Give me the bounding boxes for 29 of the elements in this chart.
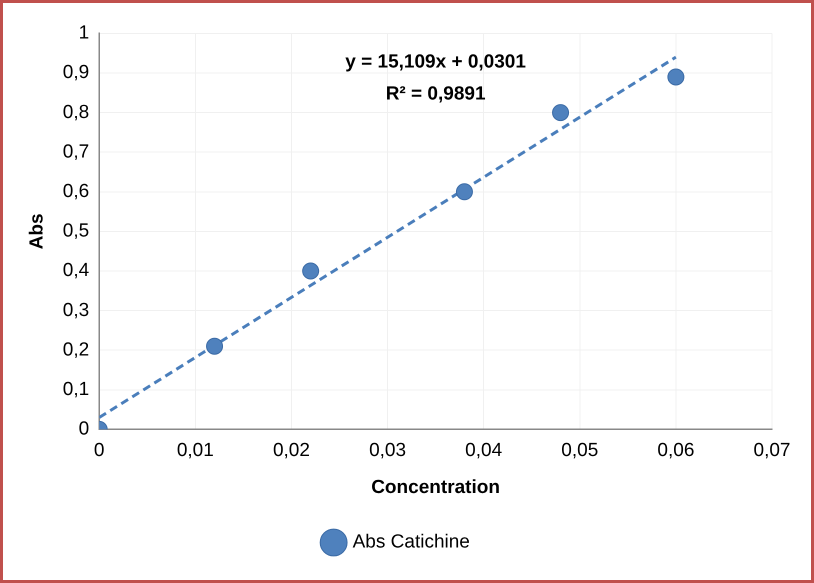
- y-tick-label: 0,1: [62, 379, 90, 400]
- x-tick-label: 0,03: [369, 440, 406, 462]
- annotation: y = 15,109x + 0,0301: [345, 52, 526, 73]
- point: [667, 68, 684, 86]
- y-tick-label: 0,4: [62, 260, 90, 282]
- x-tick-label: 0,02: [272, 440, 310, 462]
- y-axis-title: Abs: [26, 213, 48, 250]
- point: [456, 183, 473, 200]
- y-tick-label: 0,5: [62, 220, 90, 242]
- y-tick-label: 0,7: [62, 141, 90, 162]
- y-tick-label: 1: [78, 22, 90, 44]
- annotation: R² = 0,9891: [386, 84, 486, 105]
- y-tick-label: 0,3: [62, 300, 90, 321]
- y-tick-label: 0,6: [62, 181, 90, 202]
- point: [552, 104, 570, 122]
- point: [302, 262, 320, 280]
- x-tick-label: 0,01: [176, 440, 214, 462]
- x-tick-label: 0,06: [657, 440, 694, 462]
- x-tick-label: 0,05: [561, 440, 598, 462]
- legend-label: Abs Catichine: [352, 532, 470, 553]
- y-tick-label: 0: [78, 418, 90, 440]
- x-tick-label: 0: [94, 440, 104, 462]
- x-tick-label: 0,04: [465, 440, 503, 462]
- y-tick-label: 0,2: [62, 339, 90, 360]
- y-tick-label: 0,9: [62, 62, 90, 84]
- x-tick-label: 0,07: [754, 440, 790, 462]
- point: [206, 338, 224, 355]
- x-axis-title: Concentration: [371, 476, 500, 498]
- y-tick-label: 0,8: [62, 102, 90, 123]
